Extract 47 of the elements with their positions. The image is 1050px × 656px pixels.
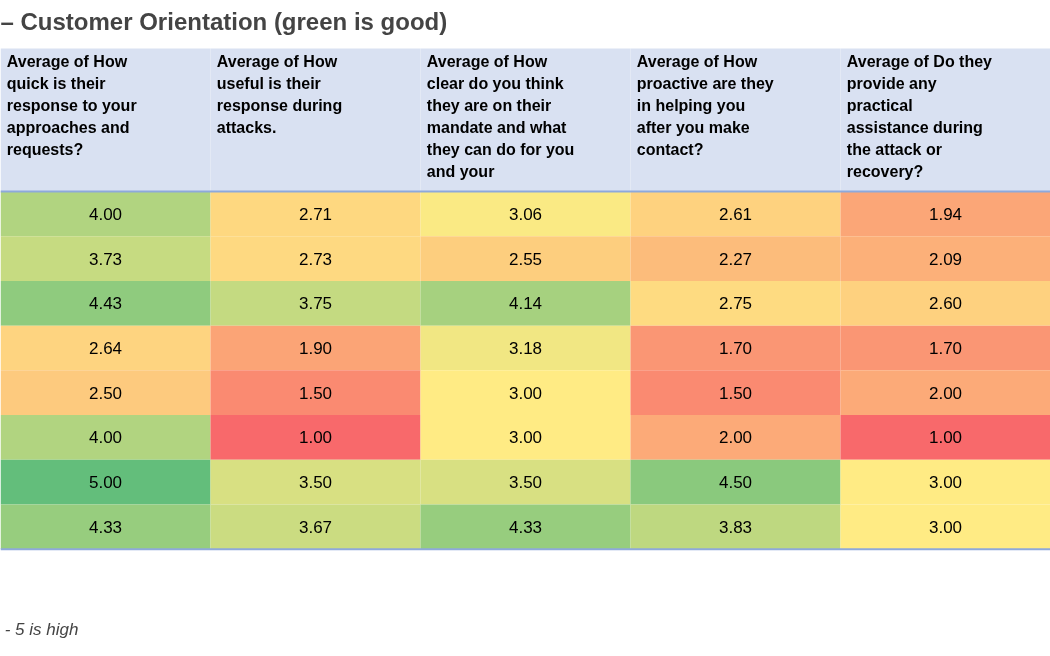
data-label: 3.18 xyxy=(508,339,543,358)
x-tick-label: Average of How quick is their response to your approaches and requests? xyxy=(6,52,137,159)
data-label: 2.71 xyxy=(298,204,333,224)
data-label: 1.90 xyxy=(298,339,333,358)
x-tick-label: Average of Do they provide any practical assistance during the attack or recovery? xyxy=(846,52,993,181)
chart-title: – Customer Orientation (green is good) xyxy=(0,7,448,35)
data-label: 3.83 xyxy=(718,517,753,537)
data-label: 2.50 xyxy=(88,383,123,403)
data-label: 2.73 xyxy=(298,249,333,269)
data-label: 3.73 xyxy=(88,249,123,269)
data-label: 3.50 xyxy=(298,473,333,493)
data-label: 4.14 xyxy=(508,294,543,314)
data-label: 4.43 xyxy=(88,294,123,314)
text: - 5 is high xyxy=(4,619,79,639)
data-label: 5.00 xyxy=(88,473,123,493)
data-label: 3.75 xyxy=(298,294,333,314)
data-label: 2.64 xyxy=(88,339,123,358)
data-label: 4.00 xyxy=(88,428,123,448)
data-label: 2.61 xyxy=(718,204,753,224)
data-label: 2.00 xyxy=(928,383,963,403)
x-tick-label: Average of How clear do you think they are on their mandate and what they can do for you and your xyxy=(426,52,575,181)
data-label: 4.33 xyxy=(508,517,543,537)
data-label: 4.33 xyxy=(88,517,123,537)
x-tick-label: Average of How proactive are they in helping you after you make contact? xyxy=(636,52,774,159)
data-label: 3.67 xyxy=(298,517,333,537)
data-label: 2.60 xyxy=(928,294,963,314)
data-label: 1.00 xyxy=(928,428,963,448)
data-label: 1.50 xyxy=(298,383,333,403)
data-label: 4.50 xyxy=(718,473,753,493)
data-label: 1.70 xyxy=(928,339,963,358)
x-tick-label: Average of How useful is their response during attacks. xyxy=(216,52,343,137)
data-label: 3.06 xyxy=(508,204,543,224)
data-label: 2.55 xyxy=(508,249,543,269)
data-label: 3.00 xyxy=(508,383,543,403)
data-label: 3.00 xyxy=(928,473,963,493)
data-label: 1.94 xyxy=(928,204,963,224)
data-label: 4.00 xyxy=(88,204,123,224)
data-label: 2.00 xyxy=(718,428,753,448)
data-label: 2.09 xyxy=(928,249,963,269)
data-label: 3.50 xyxy=(508,473,543,493)
data-label: 1.70 xyxy=(718,339,753,358)
data-label: 3.00 xyxy=(928,517,963,537)
data-label: 1.00 xyxy=(298,428,333,448)
data-label: 2.27 xyxy=(718,249,753,269)
data-label: 1.50 xyxy=(718,383,753,403)
data-label: 2.75 xyxy=(718,294,753,314)
data-label: 3.00 xyxy=(508,428,543,448)
